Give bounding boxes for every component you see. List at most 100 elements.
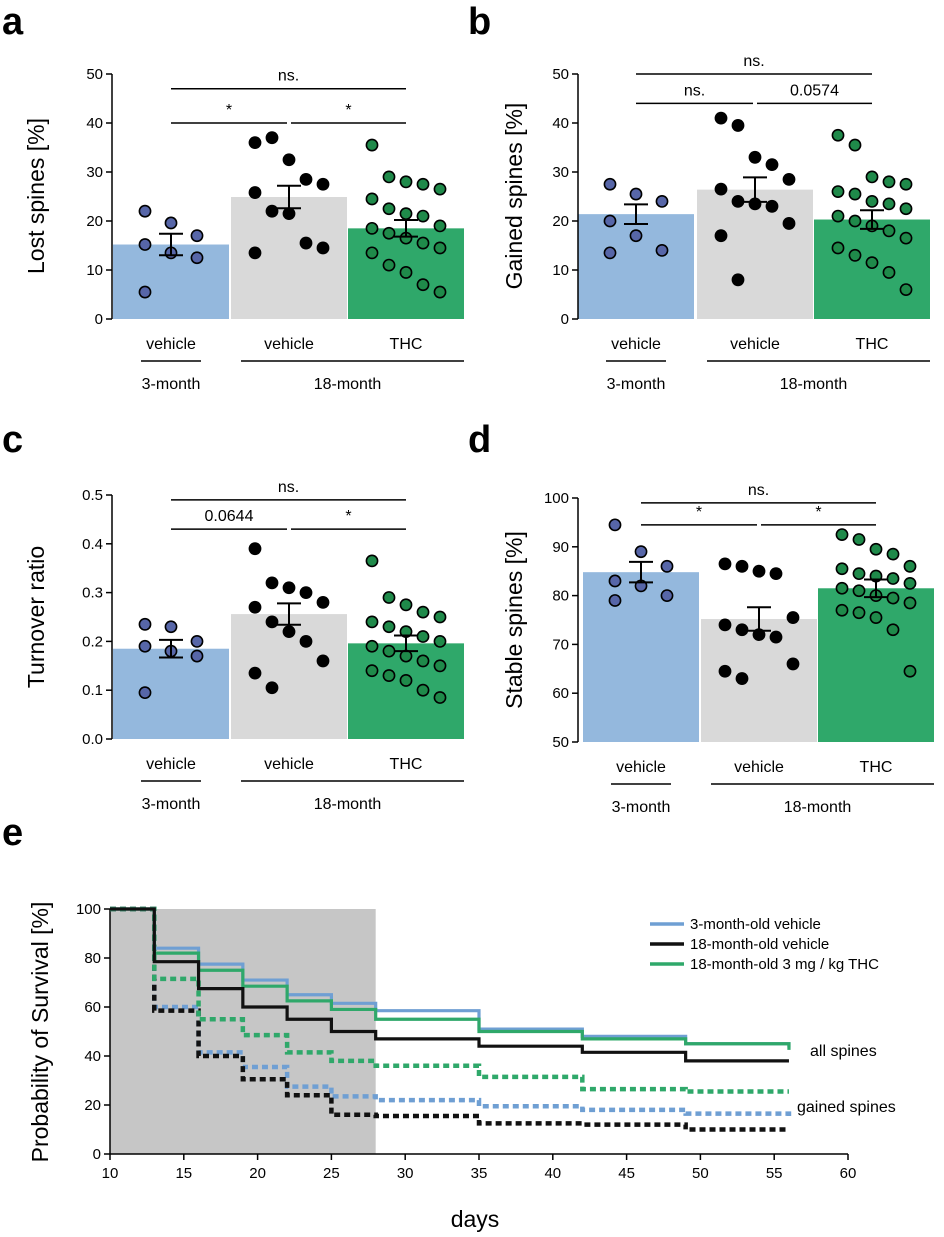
- data-point: [265, 576, 279, 590]
- data-point: [848, 138, 862, 152]
- data-point: [660, 559, 674, 573]
- x-tick-label: 20: [249, 1165, 266, 1182]
- legend-label: 18-month-old 3 mg / kg THC: [690, 956, 879, 973]
- data-point: [865, 256, 879, 270]
- data-point: [164, 620, 178, 634]
- data-point: [365, 221, 379, 235]
- y-axis-label: Stable spines [%]: [501, 531, 527, 709]
- data-point: [603, 214, 617, 228]
- data-point: [765, 199, 779, 213]
- panel-e-chart: 0 20 40 60 80 100 10 15 20 25 30 35 40 45 50 55 60 Probab…: [27, 901, 896, 1232]
- data-point: [903, 559, 917, 573]
- data-point: [735, 623, 749, 637]
- y-tick-label: 50: [552, 66, 569, 83]
- y-tick-label: 0.4: [82, 536, 103, 553]
- data-point: [831, 241, 845, 255]
- significance-label: *: [815, 504, 821, 521]
- data-point: [782, 172, 796, 186]
- data-point: [634, 545, 648, 559]
- bar-2: [814, 219, 930, 319]
- y-tick-label: 20: [552, 213, 569, 230]
- data-point: [848, 214, 862, 228]
- significance-label: ns.: [278, 479, 299, 496]
- data-point: [835, 581, 849, 595]
- category-label: vehicle: [616, 759, 666, 776]
- data-point: [365, 192, 379, 206]
- data-point: [433, 659, 447, 673]
- y-tick-label: 60: [552, 685, 569, 702]
- data-point: [852, 584, 866, 598]
- data-point: [608, 574, 622, 588]
- significance-label: ns.: [684, 82, 705, 99]
- data-point: [608, 594, 622, 607]
- data-point: [416, 683, 430, 697]
- data-point: [316, 241, 330, 255]
- data-point: [164, 216, 178, 230]
- data-point: [865, 194, 879, 208]
- y-axis-label: Gained spines [%]: [501, 103, 527, 290]
- group-label: 3-month: [607, 376, 666, 393]
- significance-label: *: [226, 102, 232, 119]
- data-point: [416, 177, 430, 191]
- significance-label: *: [696, 504, 702, 521]
- significance-label: *: [345, 508, 351, 525]
- data-point: [365, 246, 379, 260]
- data-point: [786, 611, 800, 624]
- x-tick-label: 30: [397, 1165, 414, 1182]
- data-point: [265, 681, 279, 695]
- data-point: [903, 664, 917, 678]
- data-point: [416, 630, 430, 643]
- data-point: [848, 187, 862, 201]
- data-point: [835, 562, 849, 576]
- y-tick-label: 0: [93, 1146, 101, 1163]
- data-point: [382, 644, 396, 658]
- significance-label: ns.: [743, 53, 764, 70]
- y-tick-label: 0: [95, 311, 103, 328]
- data-point: [382, 620, 396, 634]
- category-label: vehicle: [146, 756, 196, 773]
- y-tick-label: 10: [552, 262, 569, 279]
- data-point: [882, 224, 896, 238]
- data-point: [433, 635, 447, 648]
- group-label: 18-month: [784, 799, 852, 816]
- y-tick-label: 0: [561, 311, 569, 328]
- data-point: [629, 187, 643, 201]
- data-point: [714, 111, 728, 125]
- data-point: [248, 186, 262, 199]
- x-tick-label: 55: [766, 1165, 783, 1182]
- data-point: [138, 204, 152, 218]
- bar-0: [113, 648, 229, 739]
- category-label: vehicle: [146, 336, 196, 353]
- data-point: [769, 630, 783, 644]
- panel-d-label: d: [468, 419, 491, 461]
- panel-b-label: b: [468, 1, 491, 43]
- data-point: [399, 598, 413, 612]
- y-tick-label: 40: [552, 115, 569, 132]
- data-point: [416, 278, 430, 292]
- data-point: [299, 236, 313, 250]
- data-point: [869, 611, 883, 624]
- data-point: [265, 131, 279, 145]
- data-point: [886, 572, 900, 585]
- data-point: [138, 285, 152, 299]
- data-point: [433, 219, 447, 233]
- category-label: THC: [390, 336, 423, 353]
- panel-e-label: e: [2, 812, 23, 854]
- data-point: [248, 666, 262, 680]
- data-point: [865, 170, 879, 184]
- data-point: [382, 226, 396, 240]
- data-point: [714, 182, 728, 196]
- category-label: vehicle: [730, 336, 780, 353]
- data-point: [433, 691, 447, 704]
- x-tick-label: 60: [840, 1165, 857, 1182]
- category-label: vehicle: [264, 756, 314, 773]
- data-point: [299, 635, 313, 648]
- data-point: [903, 577, 917, 590]
- data-point: [752, 564, 766, 578]
- x-tick-label: 40: [544, 1165, 561, 1182]
- y-tick-label: 0.1: [82, 682, 103, 699]
- data-point: [382, 170, 396, 184]
- y-tick-label: 20: [86, 213, 103, 230]
- data-point: [138, 617, 152, 631]
